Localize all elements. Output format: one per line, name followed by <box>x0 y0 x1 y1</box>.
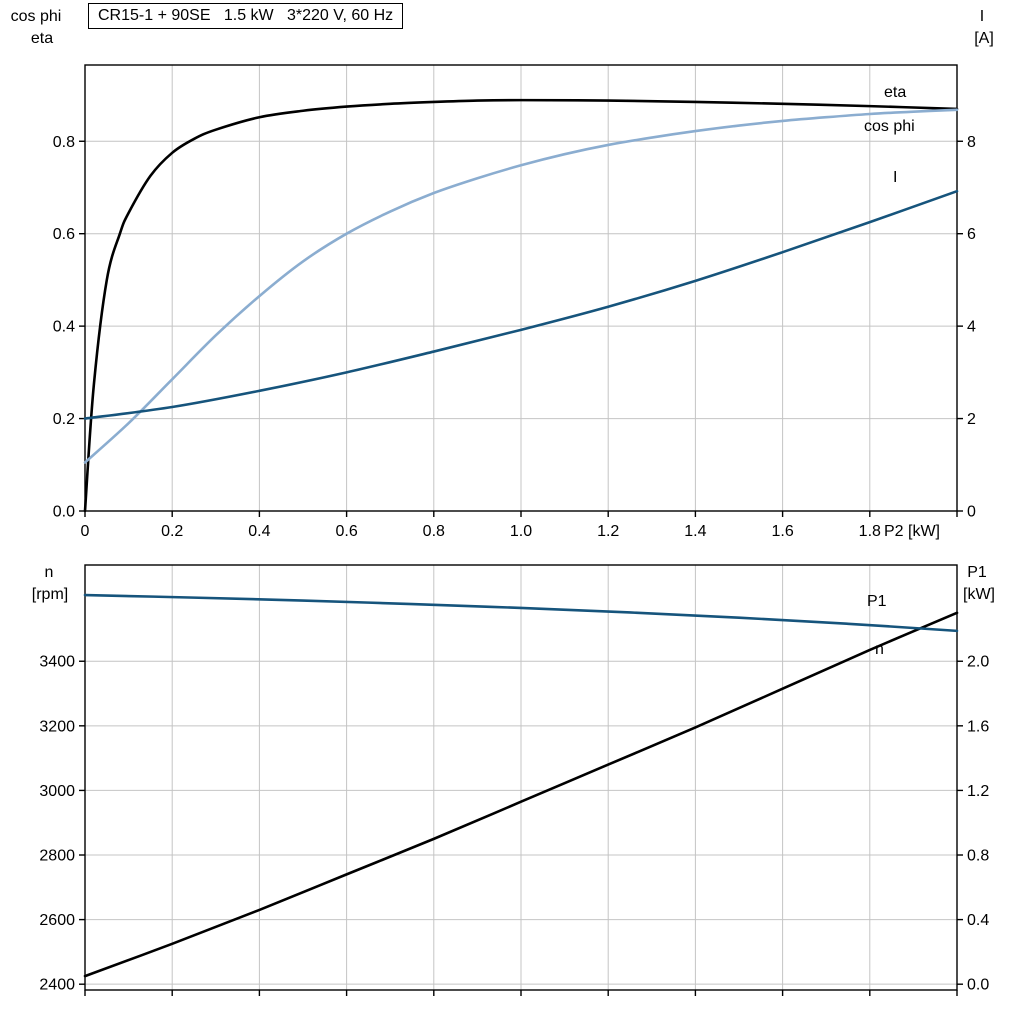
right-axis-title: I <box>980 8 984 25</box>
x-tick-label: 1.2 <box>597 523 619 540</box>
right-tick-label: 6 <box>967 226 976 243</box>
x-tick-label: 0.6 <box>335 523 357 540</box>
left-tick-label: 0.8 <box>53 134 75 151</box>
x-tick-label: 1.4 <box>684 523 706 540</box>
left-tick-label: 2600 <box>39 912 75 929</box>
right-tick-label: 2.0 <box>967 654 989 671</box>
left-axis-title: cos phi <box>11 8 62 25</box>
series-P1-curve <box>83 611 959 978</box>
chart-title-box: CR15-1 + 90SE 1.5 kW 3*220 V, 60 Hz <box>88 3 404 29</box>
motor-mechanical-chart: 2400 2600 2800 3000 3200 3400 0.0 0.4 0.8 1.2 1.6 2… <box>32 564 995 996</box>
right-tick-label: 4 <box>967 319 976 336</box>
left-tick-label: 0.6 <box>53 226 75 243</box>
left-axis-title: eta <box>31 30 53 47</box>
right-tick-label: 0.8 <box>967 848 989 865</box>
right-tick-label: 0.0 <box>967 977 989 994</box>
series-eta-curve <box>83 98 959 513</box>
series-P1-label: P1 <box>867 593 887 610</box>
right-tick-label: 1.6 <box>967 718 989 735</box>
motor-electrical-chart: 0 0.2 0.4 0.6 0.8 1.0 1.2 1.4 1.6 1.8 0.0 0.2 0.4 0.6… <box>11 8 994 540</box>
series-cos-phi-label: cos phi <box>864 118 915 135</box>
left-axis-title: [rpm] <box>32 586 68 603</box>
left-tick-label: 3200 <box>39 718 75 735</box>
x-tick-label: 1.8 <box>859 523 881 540</box>
right-tick-label: 2 <box>967 411 976 428</box>
left-tick-label: 0.4 <box>53 319 75 336</box>
right-axis-title: [kW] <box>963 586 995 603</box>
x-tick-label: 0.2 <box>161 523 183 540</box>
x-tick-label: 0 <box>81 523 90 540</box>
left-tick-label: 0.0 <box>53 504 75 521</box>
series-n-label: n <box>875 641 884 658</box>
x-tick-label: 0.4 <box>248 523 270 540</box>
x-tick-label: 1.0 <box>510 523 532 540</box>
series-n-curve <box>83 593 959 633</box>
x-axis-title: P2 [kW] <box>884 523 940 540</box>
left-tick-label: 2800 <box>39 848 75 865</box>
right-tick-label: 0 <box>967 504 976 521</box>
left-tick-label: 3400 <box>39 654 75 671</box>
series-cos-phi-curve <box>83 108 959 464</box>
right-axis-title: P1 <box>967 564 987 581</box>
x-tick-label: 0.8 <box>423 523 445 540</box>
right-tick-label: 8 <box>967 134 976 151</box>
series-I-label: I <box>893 169 897 186</box>
series-I-curve <box>83 189 959 420</box>
left-tick-label: 0.2 <box>53 411 75 428</box>
left-axis-title: n <box>45 564 54 581</box>
series-eta-label: eta <box>884 84 906 101</box>
right-tick-label: 1.2 <box>967 783 989 800</box>
right-tick-label: 0.4 <box>967 912 989 929</box>
x-tick-label: 1.6 <box>771 523 793 540</box>
left-tick-label: 2400 <box>39 977 75 994</box>
left-tick-label: 3000 <box>39 783 75 800</box>
right-axis-title: [A] <box>974 30 994 47</box>
